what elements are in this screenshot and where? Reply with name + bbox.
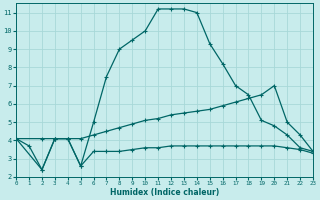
X-axis label: Humidex (Indice chaleur): Humidex (Indice chaleur)	[110, 188, 219, 197]
